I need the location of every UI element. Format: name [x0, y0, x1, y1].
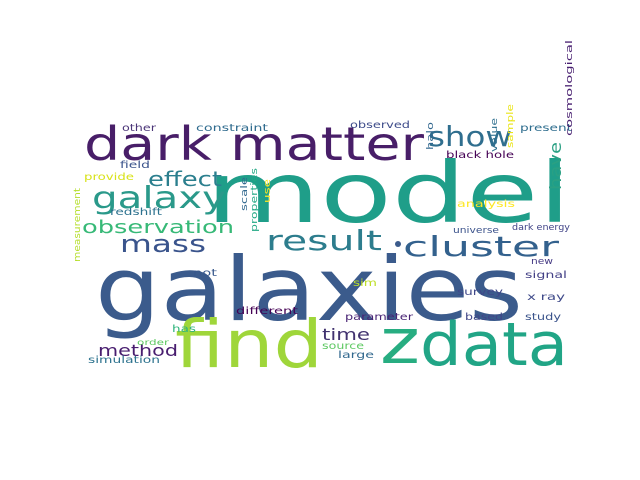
word-cosmological: cosmological [565, 40, 575, 136]
word-method: method [98, 341, 178, 360]
word-sim: sim [353, 278, 377, 289]
word-data: data [420, 310, 568, 380]
word-model: model [206, 144, 571, 242]
word-has: has [172, 324, 196, 335]
word-parameter: parameter [345, 312, 414, 323]
word-have: have [546, 142, 565, 190]
word-z: z [380, 305, 420, 378]
word-analysis: analysis [457, 199, 515, 210]
word-survey: survey [457, 287, 503, 298]
word-provide: provide [84, 172, 134, 183]
word-dark-matter: dark matter [84, 117, 424, 171]
word-measurement: measurement [73, 187, 83, 262]
word-galaxy: galaxy [92, 181, 226, 216]
word-universe: universe [453, 226, 500, 236]
word-result: result [266, 224, 382, 257]
word-effect: effect [148, 167, 222, 191]
word-dark-energy: dark energy [512, 223, 571, 233]
word-cluster: cluster [403, 230, 560, 263]
word-constraint: constraint [196, 123, 268, 134]
word-new: new [531, 257, 553, 267]
word-present: present [520, 123, 572, 134]
word-scale: scale [240, 176, 250, 211]
word-based: based [465, 312, 503, 323]
word-field: field [120, 160, 150, 171]
word-different: different [236, 306, 298, 317]
word-halo: halo [426, 121, 436, 150]
word-observed: observed [350, 120, 410, 131]
word-observation: observation [82, 217, 234, 238]
word-x-ray: x ray [527, 292, 565, 303]
word-time: time [322, 325, 370, 344]
word-use: use [263, 178, 273, 203]
word-sample: sample [506, 103, 516, 148]
word-large: large [338, 350, 374, 361]
word-signal: signal [525, 270, 567, 281]
word-mass: mass [120, 230, 206, 258]
word-galaxies: galaxies [95, 238, 523, 341]
word-separator-dot [395, 241, 401, 247]
word-find: find [175, 306, 323, 383]
word-value: value [490, 117, 500, 152]
word-simulation: simulation [88, 355, 160, 366]
word-other: other [122, 123, 157, 134]
word-source: source [322, 341, 364, 352]
word-study: study [525, 312, 561, 323]
word-properties: properties [250, 168, 260, 232]
word-redshift: redshift [110, 207, 162, 218]
word-show: show [428, 120, 512, 153]
word-order: order [137, 338, 170, 347]
word-not: not [193, 268, 217, 279]
word-black-hole: black hole [446, 150, 514, 161]
